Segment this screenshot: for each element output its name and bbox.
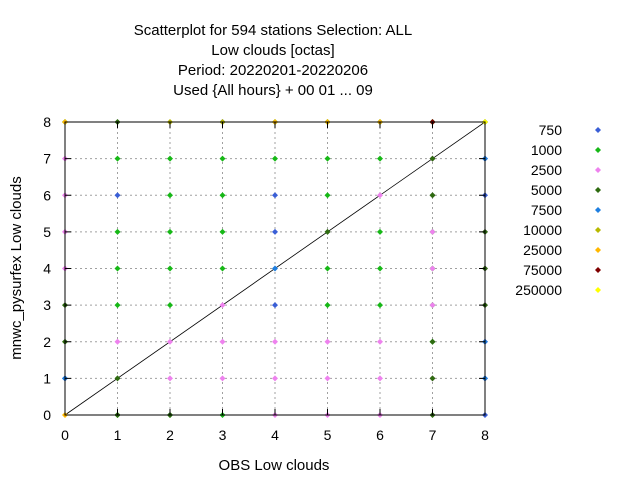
point-1000	[167, 192, 173, 199]
legend-marker-7500	[595, 207, 601, 213]
y-tick-label: 2	[43, 334, 51, 350]
point-2500	[114, 338, 121, 345]
point-1000	[377, 228, 383, 235]
axis-ticks	[64, 121, 486, 416]
point-1000	[377, 155, 383, 162]
legend-label-10000: 10000	[523, 222, 562, 238]
point-1000	[377, 302, 383, 309]
y-tick-label: 3	[43, 297, 51, 313]
legend-marker-750	[595, 127, 601, 133]
point-1000	[377, 265, 383, 272]
point-1000	[324, 155, 331, 162]
point-7500	[272, 265, 278, 272]
point-2500	[219, 302, 226, 309]
chart-title: Scatterplot for 594 stations Selection: …	[134, 22, 413, 99]
point-2500	[429, 265, 436, 272]
legend-marker-250000	[595, 287, 601, 293]
y-tick-label: 0	[43, 407, 51, 423]
point-2500	[167, 375, 173, 382]
x-tick-label: 6	[376, 427, 384, 443]
legend-marker-25000	[595, 247, 601, 253]
point-2500	[324, 375, 331, 382]
point-1000	[219, 265, 226, 272]
point-1000	[114, 228, 121, 235]
point-2500	[272, 338, 278, 345]
point-5000	[429, 375, 436, 382]
point-5000	[429, 338, 436, 345]
point-1000	[219, 192, 226, 199]
y-axis-label: mnwc_pysurfex Low clouds	[8, 176, 25, 359]
legend-marker-75000	[595, 267, 601, 273]
y-tick-labels: 0 1 2 3 4 5 6 7 8	[43, 114, 51, 423]
title-line-3: Period: 20220201-20220206	[178, 62, 368, 79]
point-1000	[324, 302, 331, 309]
legend-marker-10000	[595, 227, 601, 233]
point-1000	[114, 265, 121, 272]
point-750	[272, 192, 278, 199]
point-1000	[219, 155, 226, 162]
point-5000	[429, 192, 436, 199]
y-tick-label: 1	[43, 370, 51, 386]
point-1000	[324, 265, 331, 272]
legend-marker-5000	[595, 187, 601, 193]
x-tick-label: 5	[324, 427, 332, 443]
point-1000	[167, 265, 173, 272]
legend: 750 1000 2500 5000 7500 10000 25000 75000 250000	[515, 122, 601, 298]
data-points	[62, 119, 488, 418]
point-1000	[324, 192, 331, 199]
point-1000	[114, 302, 121, 309]
point-1000	[272, 155, 278, 162]
x-tick-labels: 0 1 2 3 4 5 6 7 8	[61, 427, 489, 443]
point-2500	[377, 192, 383, 199]
title-line-4: Used {All hours} + 00 01 ... 09	[173, 82, 373, 99]
point-1000	[219, 228, 226, 235]
legend-label-2500: 2500	[531, 162, 562, 178]
legend-marker-1000	[595, 147, 601, 153]
y-tick-label: 4	[43, 261, 51, 277]
y-tick-label: 6	[43, 187, 51, 203]
point-2500	[324, 338, 331, 345]
point-2500	[219, 338, 226, 345]
x-tick-label: 8	[481, 427, 489, 443]
x-tick-label: 0	[61, 427, 69, 443]
point-1000	[167, 228, 173, 235]
point-750	[114, 192, 121, 199]
y-tick-label: 7	[43, 151, 51, 167]
point-2500	[377, 375, 383, 382]
x-tick-label: 4	[271, 427, 279, 443]
point-1000	[114, 155, 121, 162]
point-2500	[167, 338, 173, 345]
point-2500	[429, 302, 436, 309]
point-2500	[219, 375, 226, 382]
point-2500	[377, 338, 383, 345]
legend-label-5000: 5000	[531, 182, 562, 198]
point-5000	[114, 375, 121, 382]
legend-label-1000: 1000	[531, 142, 562, 158]
point-5000	[429, 155, 436, 162]
x-tick-label: 2	[166, 427, 174, 443]
legend-label-250000: 250000	[515, 282, 562, 298]
x-tick-label: 7	[429, 427, 437, 443]
x-axis-label: OBS Low clouds	[219, 457, 330, 474]
legend-marker-2500	[595, 167, 601, 173]
y-tick-label: 8	[43, 114, 51, 130]
y-tick-label: 5	[43, 224, 51, 240]
legend-label-7500: 7500	[531, 202, 562, 218]
point-2500	[272, 375, 278, 382]
title-line-2: Low clouds [octas]	[211, 42, 334, 59]
point-2500	[429, 228, 436, 235]
point-5000	[324, 228, 331, 235]
legend-label-25000: 25000	[523, 242, 562, 258]
x-tick-label: 1	[114, 427, 122, 443]
point-1000	[167, 302, 173, 309]
point-750	[272, 228, 278, 235]
point-1000	[167, 155, 173, 162]
legend-label-75000: 75000	[523, 262, 562, 278]
point-750	[272, 302, 278, 309]
legend-label-750: 750	[539, 122, 563, 138]
title-line-1: Scatterplot for 594 stations Selection: …	[134, 22, 413, 39]
x-tick-label: 3	[219, 427, 227, 443]
